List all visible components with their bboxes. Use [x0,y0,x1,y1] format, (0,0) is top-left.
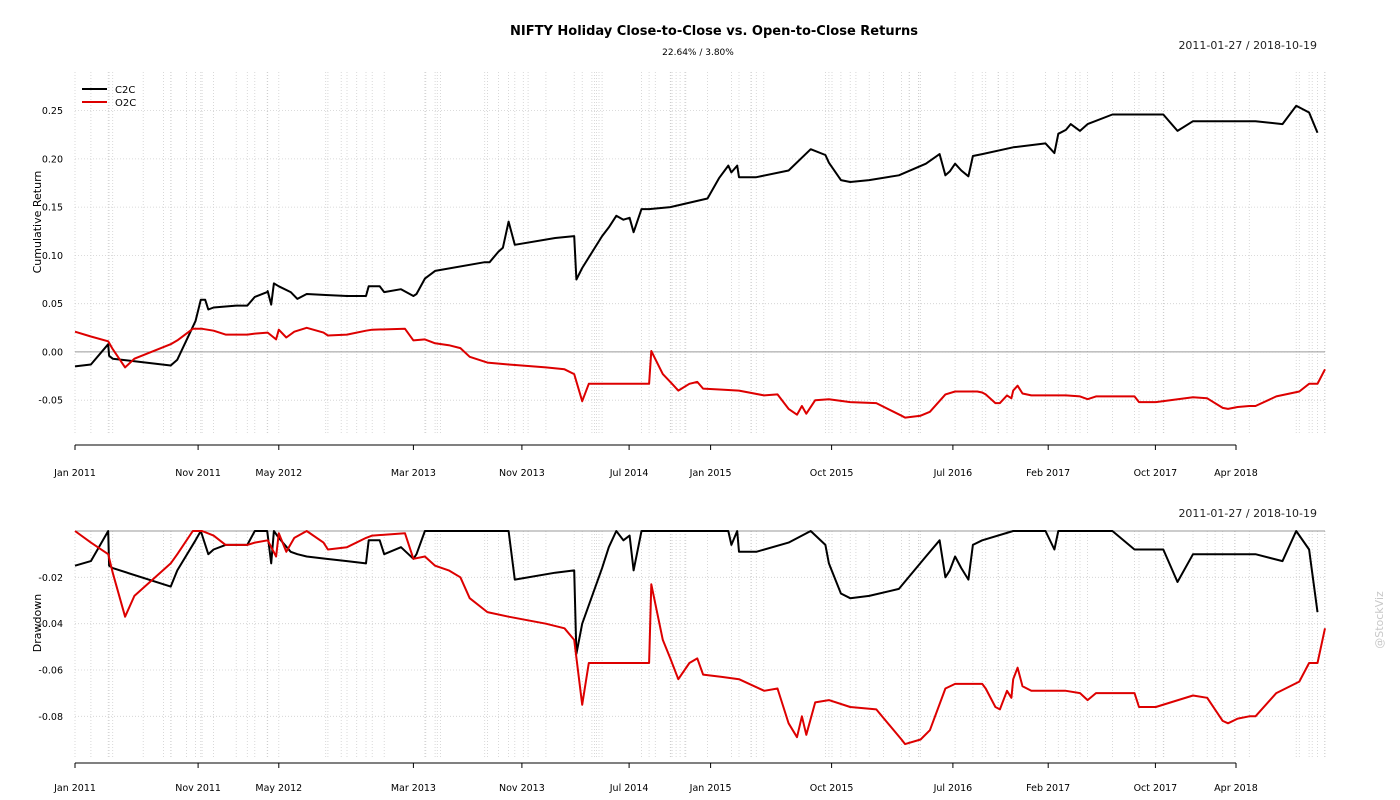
bottom-y-axis: -0.08 -0.06 -0.04 -0.02 [38,573,63,723]
bottom-x-tick-label: Nov 2011 [175,783,221,794]
bottom-series [74,530,1326,746]
top-x-tick-label: Nov 2011 [175,468,221,479]
bottom-x-tick-label: Jan 2011 [53,783,96,794]
bottom-x-tick-label: Feb 2017 [1026,783,1070,794]
bottom-y-tick-label: -0.04 [38,619,63,630]
legend: C2C O2C [82,85,136,109]
top-x-tick-label: May 2012 [255,468,302,479]
legend-label-c2c: C2C [115,85,135,96]
top-y-tick-label: -0.05 [38,396,63,407]
bottom-x-tick-label: Oct 2017 [1134,783,1178,794]
bottom-x-tick-label: Jul 2016 [933,783,973,794]
top-x-tick-label: Feb 2017 [1026,468,1070,479]
bottom-x-tick-label: Mar 2013 [391,783,436,794]
bottom-y-label: Drawdown [31,594,44,652]
top-x-tick-label: Apr 2018 [1214,468,1258,479]
bottom-series-o2c [74,530,1326,746]
bottom-x-tick-label: Nov 2013 [499,783,545,794]
bottom-x-axis: Jan 2011 Nov 2011 May 2012 Mar 2013 Nov 2013… [53,762,1258,794]
top-x-tick-label: Nov 2013 [499,468,545,479]
top-y-tick-label: 0.20 [42,154,63,165]
top-date-range: 2011-01-27 / 2018-10-19 [1178,39,1317,52]
top-x-tick-label: Jul 2014 [609,468,649,479]
top-series [74,104,1326,419]
top-x-tick-label: Jul 2016 [933,468,973,479]
bottom-series-c2c [74,530,1319,655]
bottom-x-tick-label: Oct 2015 [810,783,854,794]
bottom-y-tick-label: -0.08 [38,712,63,723]
top-x-tick-label: Oct 2017 [1134,468,1178,479]
top-grid [74,72,1326,434]
top-y-tick-label: 0.05 [42,299,63,310]
top-x-tick-label: Jan 2015 [689,468,732,479]
bottom-x-tick-label: Jul 2014 [609,783,649,794]
top-panel: -0.05 0.00 0.05 0.10 0.15 0.20 0.25 Jan 2011 No… [31,72,1326,479]
top-x-tick-label: Mar 2013 [391,468,436,479]
bottom-x-tick-label: May 2012 [255,783,302,794]
top-y-tick-label: 0.15 [42,203,63,214]
top-y-tick-label: 0.00 [42,347,63,358]
bottom-panel: -0.08 -0.06 -0.04 -0.02 Jan 2011 Nov 2011 May… [31,530,1326,794]
top-x-axis: Jan 2011 Nov 2011 May 2012 Mar 2013 Nov 2013… [53,444,1258,479]
top-x-tick-label: Jan 2011 [53,468,96,479]
bottom-date-range: 2011-01-27 / 2018-10-19 [1178,507,1317,520]
bottom-x-tick-label: Jan 2015 [689,783,732,794]
top-series-o2c [74,326,1326,419]
legend-label-o2c: O2C [115,98,136,109]
bottom-grid [74,530,1326,758]
bottom-y-tick-label: -0.06 [38,666,63,677]
chart-subtitle: 22.64% / 3.80% [662,48,734,58]
top-y-axis: -0.05 0.00 0.05 0.10 0.15 0.20 0.25 [38,106,63,407]
bottom-x-tick-label: Apr 2018 [1214,783,1258,794]
top-x-tick-label: Oct 2015 [810,468,854,479]
chart-title: NIFTY Holiday Close-to-Close vs. Open-to… [510,24,918,39]
top-y-tick-label: 0.25 [42,106,63,117]
bottom-y-tick-label: -0.02 [38,573,63,584]
top-series-c2c [74,104,1319,368]
top-y-tick-label: 0.10 [42,251,63,262]
top-y-label: Cumulative Return [31,171,44,274]
watermark: @StockViz [1373,591,1386,649]
